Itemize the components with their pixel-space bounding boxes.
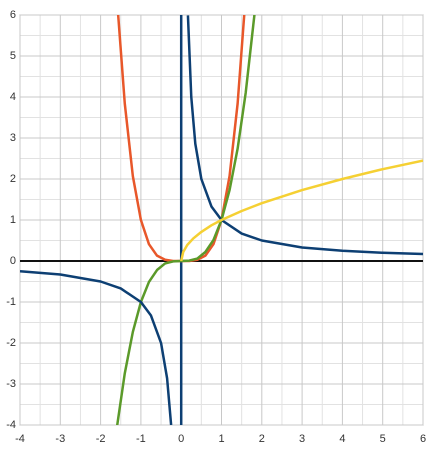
curve xyxy=(179,159,423,262)
y-tick-label: 1 xyxy=(10,214,16,226)
curve xyxy=(115,15,256,425)
y-tick-label: -4 xyxy=(6,419,16,431)
y-tick-label: 4 xyxy=(10,91,16,103)
y-tick-label: 3 xyxy=(10,132,16,144)
y-tick-label: 2 xyxy=(10,173,16,185)
x-tick-label: -1 xyxy=(136,433,146,445)
x-tick-label: -4 xyxy=(15,433,25,445)
curve xyxy=(20,15,423,425)
x-tick-label: 0 xyxy=(178,433,184,445)
x-tick-label: 2 xyxy=(259,433,265,445)
x-tick-label: 6 xyxy=(420,433,426,445)
x-tick-label: 4 xyxy=(339,433,345,445)
x-tick-label: -2 xyxy=(96,433,106,445)
y-tick-label: 0 xyxy=(10,255,16,267)
y-tick-label: 6 xyxy=(10,9,16,21)
curves xyxy=(20,15,423,425)
x-tick-label: 3 xyxy=(299,433,305,445)
y-tick-label: -2 xyxy=(6,337,16,349)
y-tick-label: -1 xyxy=(6,296,16,308)
grid xyxy=(19,14,424,426)
x-tick-label: 5 xyxy=(380,433,386,445)
tick-labels: -4 -3 -2 -1 0 1 2 3 4 5 6 -4 -3 -2 -1 0 1 2 3 4 5 6 xyxy=(6,9,426,445)
x-tick-label: 1 xyxy=(218,433,224,445)
y-tick-label: 5 xyxy=(10,50,16,62)
y-tick-label: -3 xyxy=(6,378,16,390)
x-tick-label: -3 xyxy=(55,433,65,445)
